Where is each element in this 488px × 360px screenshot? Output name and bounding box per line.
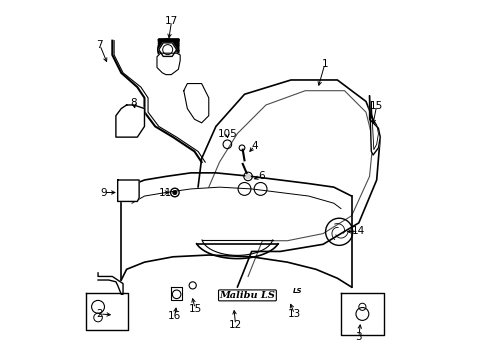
Text: 16: 16 — [168, 311, 181, 321]
Polygon shape — [98, 273, 123, 294]
Polygon shape — [157, 53, 180, 75]
Text: 13: 13 — [287, 309, 301, 319]
Text: Malibu LS: Malibu LS — [219, 291, 275, 300]
Text: 9: 9 — [100, 188, 106, 198]
Text: 15: 15 — [369, 101, 383, 111]
Text: 3: 3 — [355, 332, 362, 342]
Text: LS: LS — [292, 288, 302, 293]
Text: 11: 11 — [158, 188, 171, 198]
Text: 8: 8 — [130, 98, 137, 108]
Text: 1: 1 — [321, 59, 327, 69]
Polygon shape — [340, 293, 383, 336]
Text: 12: 12 — [228, 320, 242, 330]
Text: 15: 15 — [188, 303, 202, 314]
Polygon shape — [118, 180, 139, 202]
Text: 6: 6 — [258, 171, 264, 181]
Circle shape — [245, 174, 250, 179]
Polygon shape — [183, 84, 208, 123]
Polygon shape — [159, 43, 176, 57]
Circle shape — [91, 300, 104, 313]
Text: 4: 4 — [251, 141, 257, 151]
Text: 105: 105 — [217, 129, 237, 139]
Text: 2: 2 — [96, 309, 103, 319]
Text: 14: 14 — [351, 226, 365, 236]
Polygon shape — [85, 293, 128, 330]
Polygon shape — [116, 105, 144, 137]
Circle shape — [172, 190, 177, 195]
Polygon shape — [171, 287, 182, 300]
Text: 17: 17 — [164, 16, 178, 26]
Text: 7: 7 — [96, 40, 103, 50]
Polygon shape — [369, 96, 380, 155]
